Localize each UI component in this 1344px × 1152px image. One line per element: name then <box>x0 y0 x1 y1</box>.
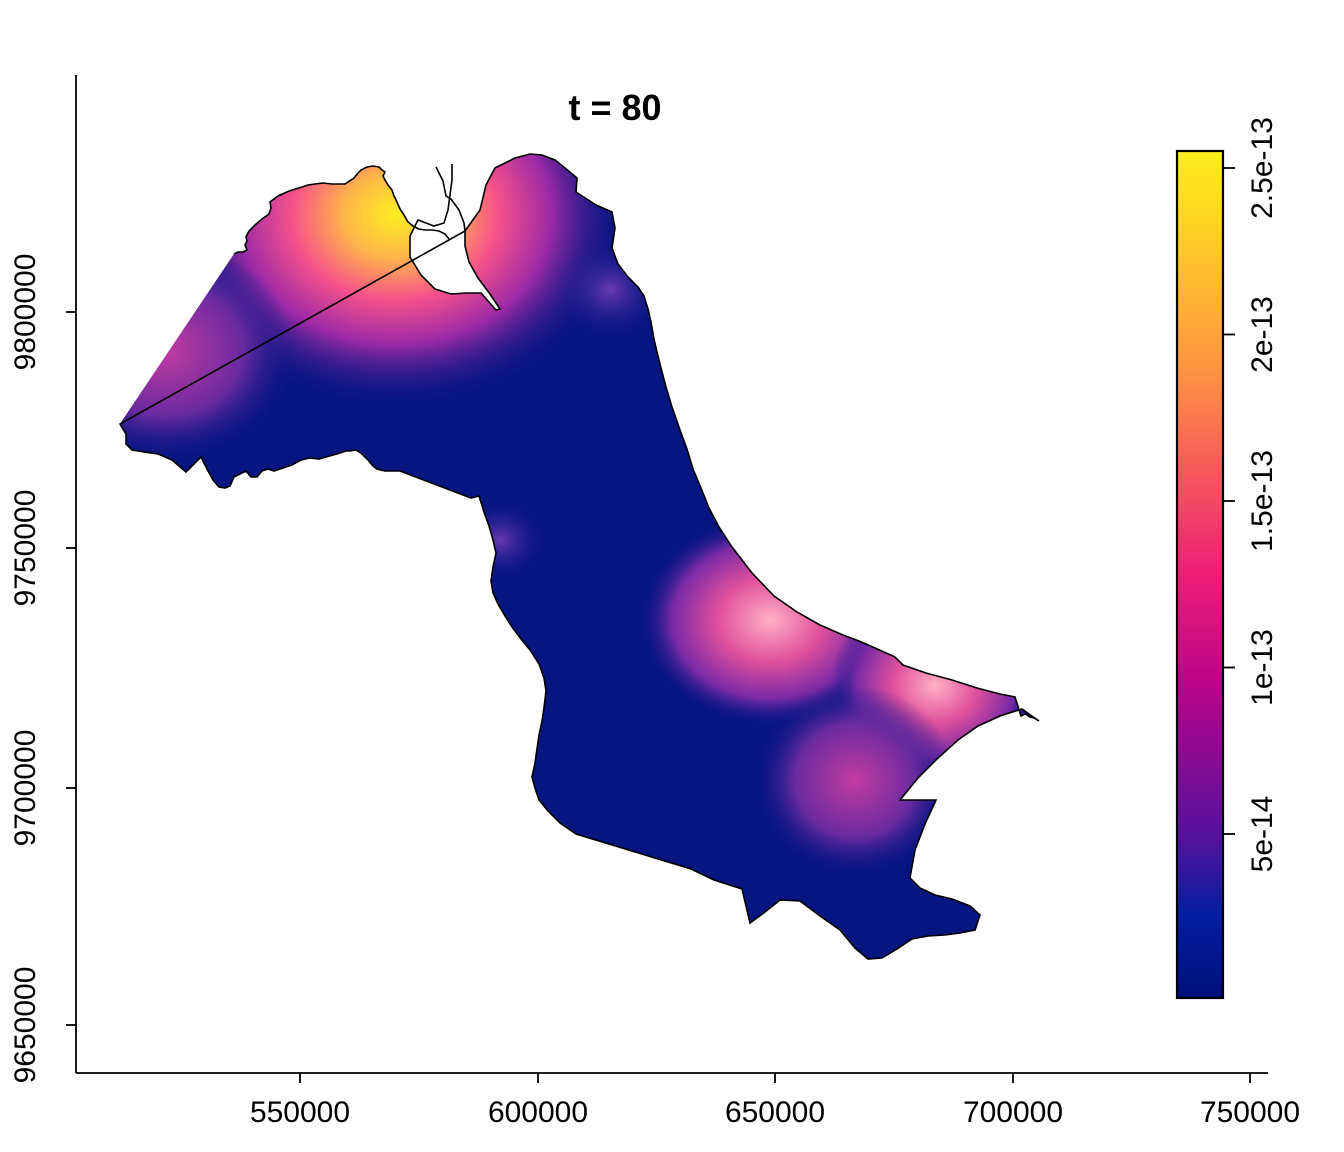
svg-text:t = 80: t = 80 <box>568 87 661 128</box>
svg-text:9750000: 9750000 <box>9 490 42 607</box>
svg-text:1.5e-13: 1.5e-13 <box>1246 450 1279 552</box>
svg-text:9800000: 9800000 <box>9 254 42 371</box>
svg-text:700000: 700000 <box>963 1096 1063 1129</box>
svg-text:650000: 650000 <box>725 1096 825 1129</box>
svg-text:750000: 750000 <box>1200 1096 1300 1129</box>
svg-text:600000: 600000 <box>488 1096 588 1129</box>
svg-text:1e-13: 1e-13 <box>1246 629 1279 706</box>
svg-text:2.5e-13: 2.5e-13 <box>1246 117 1279 219</box>
svg-text:550000: 550000 <box>250 1096 350 1129</box>
svg-text:9700000: 9700000 <box>9 730 42 847</box>
svg-text:5e-14: 5e-14 <box>1246 796 1279 873</box>
svg-text:2e-13: 2e-13 <box>1246 296 1279 373</box>
svg-text:9650000: 9650000 <box>9 967 42 1084</box>
